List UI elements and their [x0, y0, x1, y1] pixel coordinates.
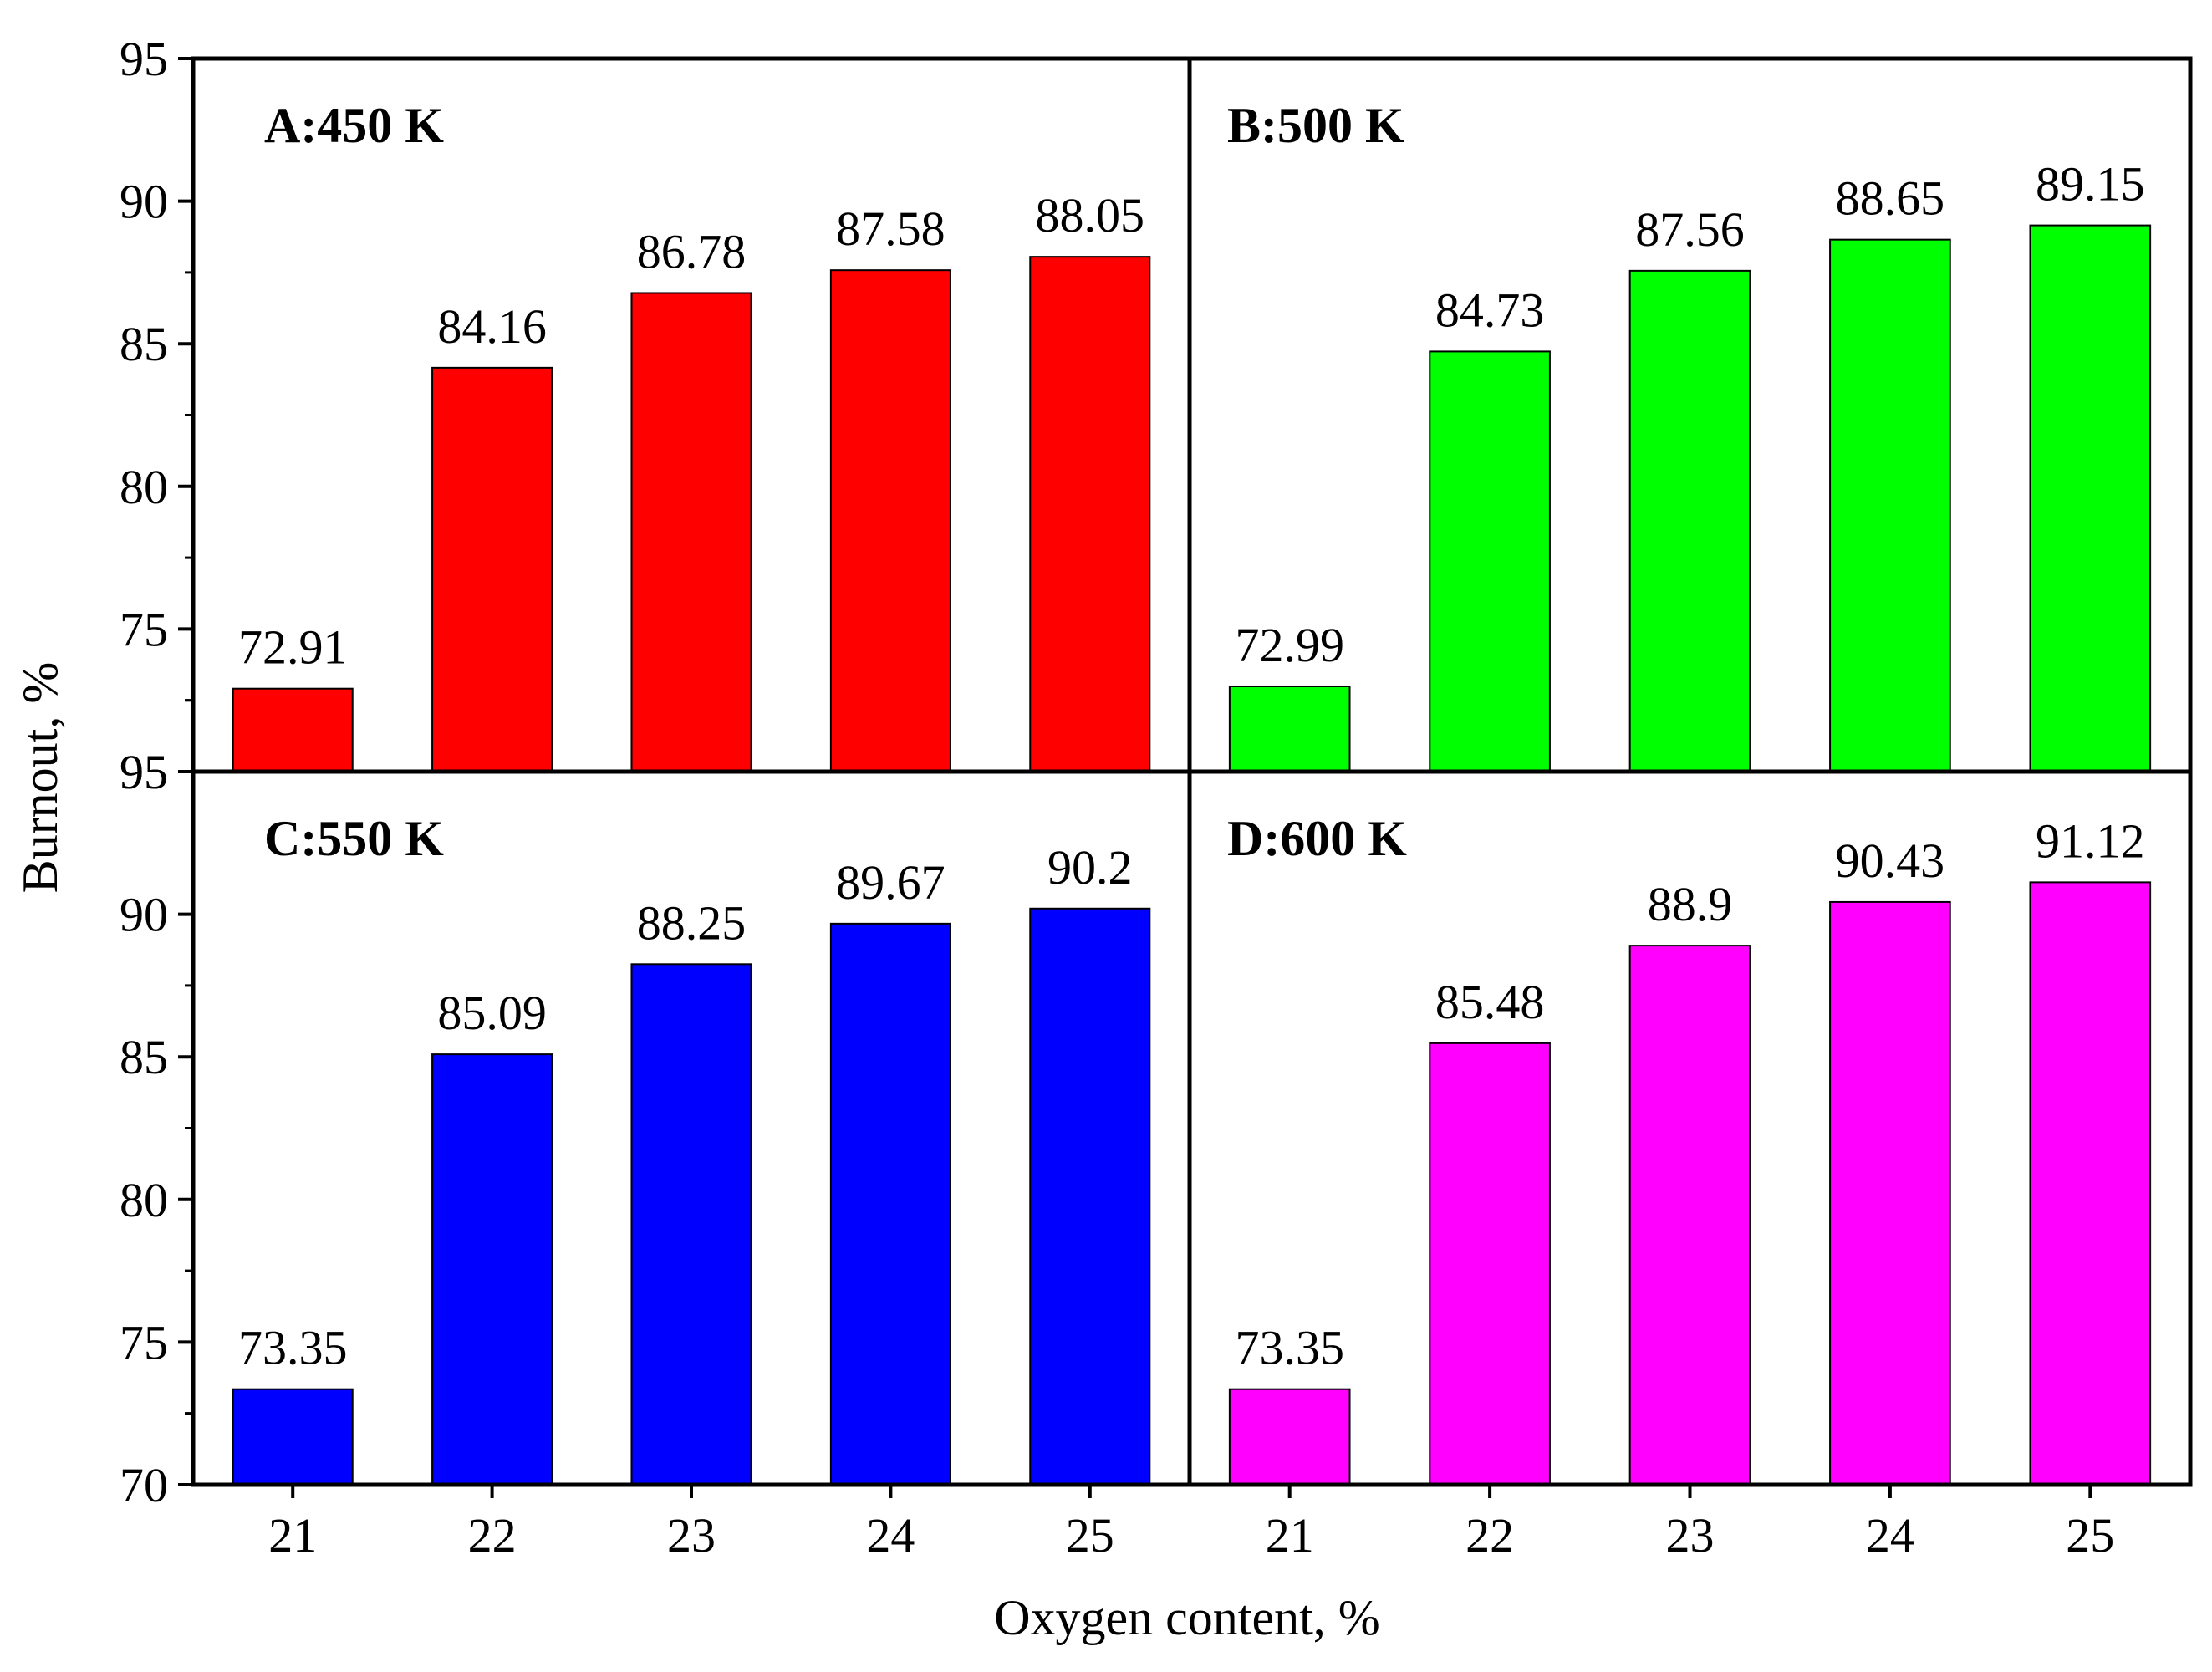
x-tick-label: 23 [1666, 1508, 1715, 1562]
bar-value-label: 89.15 [2036, 157, 2145, 212]
x-axis-title: Oxygen content, % [994, 1590, 1380, 1645]
bar-24 [1829, 900, 1951, 1486]
x-tick-label: 22 [468, 1508, 517, 1562]
y-tick-label: 70 [120, 1458, 168, 1512]
bar-22 [1429, 350, 1551, 772]
chart-panels: A:450 K 72.91 84.16 86.78 87.58 88.05 B:500 K 7… [232, 98, 2152, 1486]
panel-a: A:450 K 72.91 84.16 86.78 87.58 88.05 [232, 98, 1151, 773]
bar-23 [1628, 269, 1751, 773]
y-tick-label: 75 [120, 602, 168, 656]
bar-value-label: 89.67 [836, 855, 945, 910]
panel-c: C:550 K 73.35 85.09 88.25 89.67 90.2 [232, 811, 1151, 1486]
bar-value-label: 73.35 [1235, 1321, 1344, 1375]
y-tick-label: 95 [120, 745, 168, 799]
bar-21 [232, 1388, 354, 1486]
bar-value-label: 72.99 [1235, 618, 1344, 672]
bar-21 [1228, 1388, 1351, 1486]
bar-value-label: 86.78 [637, 224, 747, 278]
bar-25 [2029, 224, 2152, 772]
bar-24 [1829, 238, 1951, 772]
bar-value-label: 85.09 [437, 986, 547, 1040]
bar-value-label: 88.25 [637, 895, 747, 950]
bar-value-label: 88.05 [1036, 188, 1145, 242]
x-tick-label: 24 [866, 1508, 915, 1562]
x-tick-label: 25 [1066, 1508, 1114, 1562]
bar-value-label: 90.43 [1836, 833, 1945, 888]
bar-25 [1029, 907, 1151, 1486]
panel-b: B:500 K 72.99 84.73 87.56 88.65 89.15 [1227, 98, 2152, 773]
y-tick-label: 90 [120, 175, 168, 229]
y-tick-label: 90 [120, 888, 168, 942]
x-tick-label: 23 [667, 1508, 716, 1562]
bar-value-label: 91.12 [2036, 813, 2145, 868]
y-tick-label: 75 [120, 1315, 168, 1369]
bar-value-label: 84.16 [437, 299, 547, 354]
bar-value-label: 87.58 [836, 201, 945, 256]
bar-25 [2029, 881, 2152, 1486]
bar-value-label: 87.56 [1635, 202, 1745, 257]
y-tick-label: 95 [120, 32, 168, 86]
bar-25 [1029, 256, 1151, 773]
x-axis: 21 22 23 24 25 21 22 23 24 25 [268, 1485, 2114, 1562]
y-tick-label: 80 [120, 1173, 168, 1227]
x-tick-label: 25 [2066, 1508, 2114, 1562]
x-tick-label: 21 [1266, 1508, 1314, 1562]
bar-value-label: 88.65 [1836, 171, 1945, 226]
bar-value-label: 90.2 [1047, 840, 1133, 895]
bar-value-label: 85.48 [1435, 975, 1545, 1029]
bar-value-label: 73.35 [238, 1321, 348, 1375]
bar-21 [1228, 685, 1351, 772]
y-tick-label: 85 [120, 317, 168, 371]
bar-value-label: 88.9 [1648, 877, 1733, 931]
bar-value-label: 72.91 [238, 620, 348, 675]
y-tick-label: 80 [120, 460, 168, 514]
y-axis-title: Burnout, % [13, 662, 68, 894]
panel-title: C:550 K [264, 811, 444, 866]
bar-23 [630, 963, 752, 1486]
y-tick-label: 95 [120, 745, 168, 799]
panel-d: D:600 K 73.35 85.48 88.9 90.43 91.12 [1227, 811, 2152, 1486]
bar-21 [232, 687, 354, 773]
x-tick-label: 21 [268, 1508, 317, 1562]
panel-title: D:600 K [1227, 811, 1407, 866]
panel-title: A:450 K [264, 98, 444, 153]
x-tick-label: 22 [1465, 1508, 1514, 1562]
bar-24 [829, 269, 951, 772]
bar-value-label: 84.73 [1435, 283, 1545, 337]
bar-23 [630, 292, 752, 773]
bar-22 [431, 366, 553, 772]
panel-title: B:500 K [1227, 98, 1404, 153]
bar-22 [1429, 1042, 1551, 1486]
bar-22 [431, 1053, 553, 1486]
y-tick-label: 85 [120, 1030, 168, 1084]
bar-23 [1628, 945, 1751, 1486]
bar-24 [829, 922, 951, 1486]
x-tick-label: 24 [1866, 1508, 1914, 1562]
